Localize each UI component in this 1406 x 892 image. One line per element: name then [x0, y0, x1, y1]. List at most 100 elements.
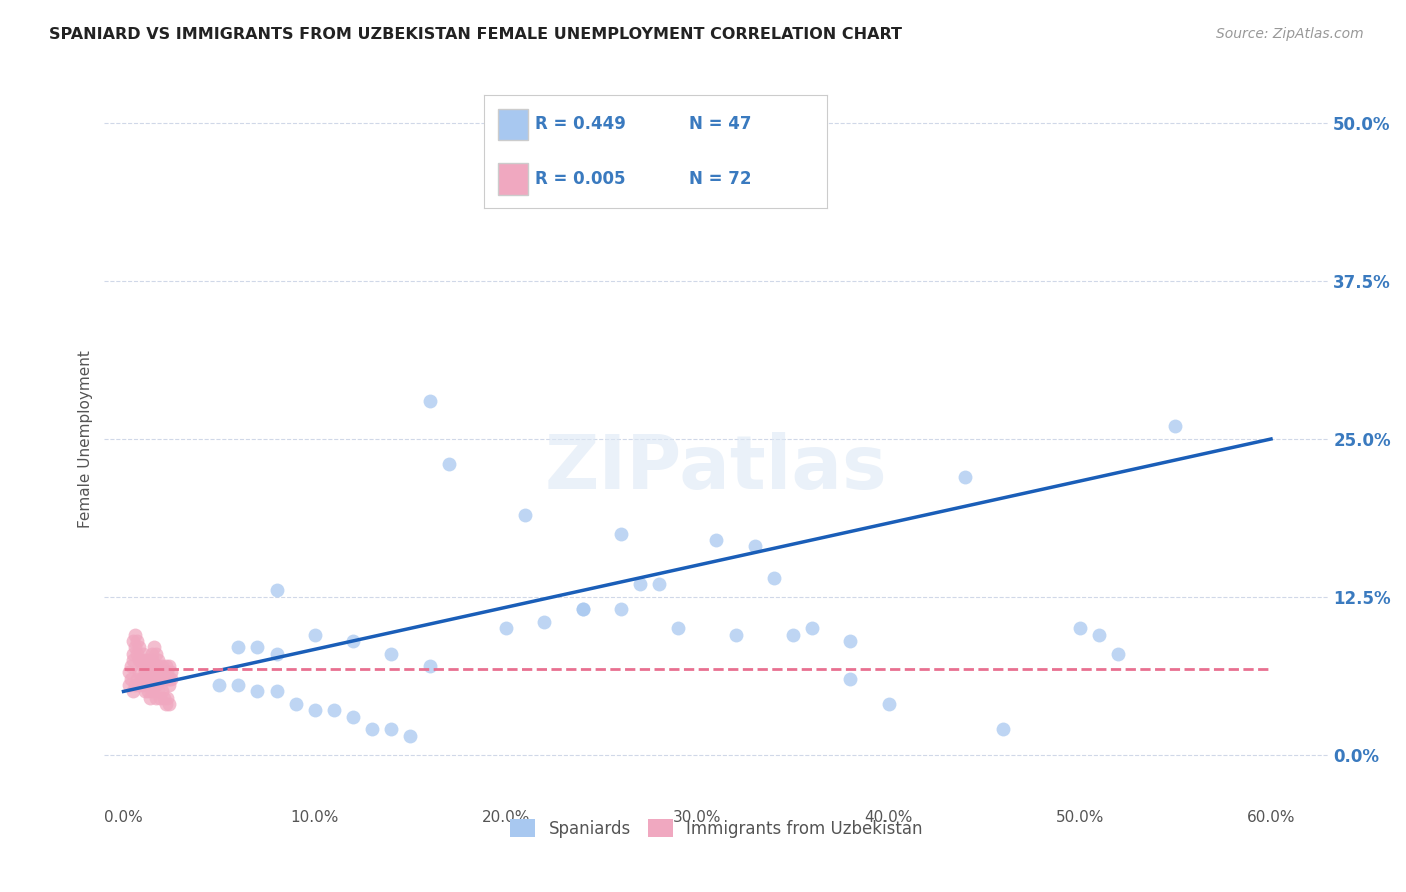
Point	[141, 653, 163, 667]
Point	[246, 684, 269, 698]
Point	[706, 533, 728, 547]
Point	[124, 678, 146, 692]
Point	[135, 659, 157, 673]
Point	[246, 640, 269, 655]
Point	[146, 653, 169, 667]
Point	[122, 684, 145, 698]
Text: SPANIARD VS IMMIGRANTS FROM UZBEKISTAN FEMALE UNEMPLOYMENT CORRELATION CHART: SPANIARD VS IMMIGRANTS FROM UZBEKISTAN F…	[49, 27, 903, 42]
Point	[143, 678, 166, 692]
Point	[124, 627, 146, 641]
Point	[157, 697, 180, 711]
Point	[122, 647, 145, 661]
Point	[226, 678, 249, 692]
Point	[782, 627, 804, 641]
Point	[993, 723, 1015, 737]
Point	[122, 653, 145, 667]
Point	[160, 672, 183, 686]
Point	[146, 684, 169, 698]
Point	[143, 659, 166, 673]
Point	[128, 640, 150, 655]
Point	[437, 457, 460, 471]
Point	[380, 647, 402, 661]
Point	[839, 672, 862, 686]
Point	[141, 647, 163, 661]
Point	[145, 678, 167, 692]
Point	[342, 709, 364, 723]
Point	[610, 602, 633, 616]
Point	[125, 647, 148, 661]
Point	[150, 672, 173, 686]
Point	[157, 678, 180, 692]
Point	[131, 672, 153, 686]
Point	[149, 690, 172, 705]
Point	[418, 394, 440, 409]
Point	[146, 659, 169, 673]
Point	[131, 678, 153, 692]
Point	[138, 665, 160, 680]
Point	[125, 634, 148, 648]
Point	[120, 659, 142, 673]
Point	[145, 647, 167, 661]
Point	[152, 690, 174, 705]
Point	[648, 577, 671, 591]
Point	[160, 665, 183, 680]
Point	[141, 684, 163, 698]
Point	[839, 634, 862, 648]
Point	[128, 665, 150, 680]
Point	[628, 577, 651, 591]
Point	[141, 665, 163, 680]
Point	[150, 684, 173, 698]
Point	[149, 665, 172, 680]
Point	[724, 627, 747, 641]
Point	[513, 508, 536, 522]
Point	[128, 678, 150, 692]
Point	[266, 583, 288, 598]
Point	[155, 697, 177, 711]
Point	[1164, 419, 1187, 434]
Point	[135, 672, 157, 686]
Point	[157, 672, 180, 686]
Point	[135, 678, 157, 692]
Point	[953, 470, 976, 484]
Point	[155, 659, 177, 673]
Point	[877, 697, 900, 711]
Point	[129, 672, 152, 686]
Point	[399, 729, 422, 743]
Point	[342, 634, 364, 648]
Point	[131, 647, 153, 661]
Text: Source: ZipAtlas.com: Source: ZipAtlas.com	[1216, 27, 1364, 41]
Point	[143, 640, 166, 655]
Point	[157, 659, 180, 673]
Point	[156, 690, 179, 705]
Point	[762, 571, 785, 585]
Point	[118, 678, 141, 692]
Point	[1088, 627, 1111, 641]
Point	[150, 665, 173, 680]
Point	[533, 615, 555, 629]
Point	[139, 659, 162, 673]
Point	[152, 665, 174, 680]
Point	[146, 672, 169, 686]
Point	[495, 621, 517, 635]
Legend: Spaniards, Immigrants from Uzbekistan: Spaniards, Immigrants from Uzbekistan	[503, 813, 929, 844]
Point	[139, 653, 162, 667]
Text: ZIPatlas: ZIPatlas	[546, 432, 887, 505]
Point	[138, 653, 160, 667]
Point	[744, 539, 766, 553]
Point	[143, 672, 166, 686]
Point	[122, 634, 145, 648]
Point	[138, 659, 160, 673]
Point	[610, 526, 633, 541]
Point	[322, 703, 344, 717]
Point	[361, 723, 384, 737]
Point	[571, 602, 593, 616]
Point	[135, 653, 157, 667]
Point	[131, 659, 153, 673]
Y-axis label: Female Unemployment: Female Unemployment	[79, 350, 93, 528]
Point	[124, 640, 146, 655]
Point	[666, 621, 689, 635]
Point	[208, 678, 231, 692]
Point	[134, 665, 156, 680]
Point	[145, 690, 167, 705]
Point	[155, 672, 177, 686]
